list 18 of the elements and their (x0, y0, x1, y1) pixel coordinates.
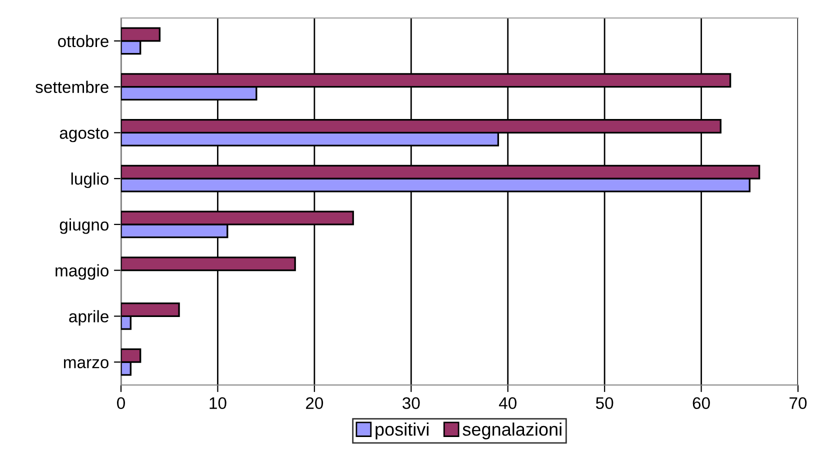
x-tick-label: 0 (117, 397, 125, 410)
x-tick-label: 60 (692, 397, 710, 410)
x-tick-label: 20 (306, 397, 324, 410)
y-tick-label: ottobre (58, 34, 108, 48)
y-tick-label: maggio (56, 264, 108, 280)
y-tick-label: settembre (36, 80, 108, 94)
y-tick-label: marzo (64, 359, 108, 368)
y-tick-label: giugno (60, 218, 108, 234)
legend-label: positivi (376, 422, 428, 440)
y-tick-label: agosto (60, 128, 108, 142)
x-tick-label: 40 (498, 397, 516, 410)
y-tick-label: aprile (69, 310, 108, 326)
legend-label: segnalazioni (462, 422, 562, 440)
y-tick-label: luglio (71, 172, 108, 188)
x-tick-label: 10 (210, 397, 226, 410)
x-tick-label: 70 (790, 397, 807, 410)
x-tick-label: 30 (402, 397, 420, 410)
x-tick-label: 50 (596, 397, 614, 410)
